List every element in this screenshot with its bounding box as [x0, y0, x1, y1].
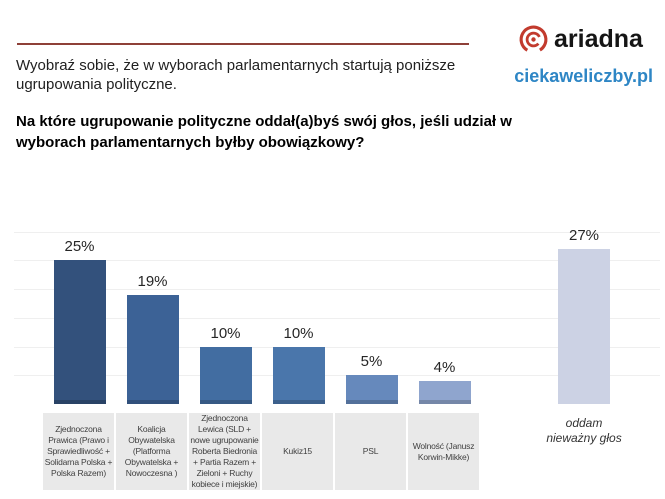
value-label-zjednoczona-prawica-prawo-i-: 25%: [64, 238, 95, 256]
category-label-kukiz15: Kukiz15: [262, 413, 333, 490]
gridline: [14, 260, 660, 262]
bar-koalicja-obywatelska-platfor: [126, 294, 179, 405]
gridline: [14, 375, 660, 377]
category-label-koalicja-obywatelska-platfor: Koalicja Obywatelska (Platforma Obywatel…: [116, 413, 187, 490]
category-label-wolność-janusz-korwin-mikke: Wolność (Janusz Korwin-Mikke): [408, 413, 479, 490]
intro-line-2: ugrupowania polityczne.: [16, 76, 177, 93]
category-label-oddam-nieważny-głos: oddam nieważny głos: [534, 416, 634, 446]
value-label-zjednoczona-lewica-sld-nowe-: 10%: [210, 324, 241, 342]
intro-line-1: Wyobraź sobie, że w wyborach parlamentar…: [16, 57, 456, 74]
gridline: [14, 346, 660, 348]
category-label-line: nieważny głos: [546, 431, 622, 445]
ciekaweliczby-link[interactable]: ciekaweliczby.pl: [514, 66, 653, 86]
gridline: [14, 317, 660, 319]
value-label-koalicja-obywatelska-platfor: 19%: [137, 272, 168, 290]
bar-oddam-nieważny-głos: [558, 248, 610, 404]
category-label-line: oddam: [565, 416, 603, 430]
ariadna-spiral-icon: [519, 25, 548, 54]
question-line-1: Na które ugrupowanie polityczne oddał(a)…: [16, 113, 512, 130]
bar-wolność-janusz-korwin-mikke: [418, 381, 471, 404]
category-label-zjednoczona-lewica-sld-nowe-: Zjednoczona Lewica (SLD + nowe ugrupowan…: [189, 413, 260, 490]
question-text: Na które ugrupowanie polityczne oddał(a)…: [16, 111, 512, 153]
bar-zjednoczona-lewica-sld-nowe-: [199, 346, 252, 404]
ariadna-logo: ariadna: [517, 23, 643, 56]
category-label-zjednoczona-prawica-prawo-i-: Zjednoczona Prawica (Prawo i Sprawiedliw…: [43, 413, 114, 490]
bar-psl: [345, 375, 398, 404]
bar-zjednoczona-prawica-prawo-i-: [53, 260, 106, 404]
value-label-psl: 5%: [360, 353, 383, 371]
header-divider-line: [17, 43, 469, 45]
intro-text: Wyobraź sobie, że w wyborach parlamentar…: [16, 56, 455, 94]
ariadna-logo-text: ariadna: [554, 25, 643, 53]
value-label-oddam-nieważny-głos: 27%: [568, 226, 600, 244]
bar-kukiz15: [272, 346, 325, 404]
question-line-2: wyborach parlamentarnych byłby obowiązko…: [16, 134, 365, 151]
value-label-kukiz15: 10%: [283, 324, 314, 342]
category-label-psl: PSL: [335, 413, 406, 490]
gridline: [14, 289, 660, 290]
value-label-wolność-janusz-korwin-mikke: 4%: [433, 359, 456, 376]
gridline: [14, 231, 660, 233]
